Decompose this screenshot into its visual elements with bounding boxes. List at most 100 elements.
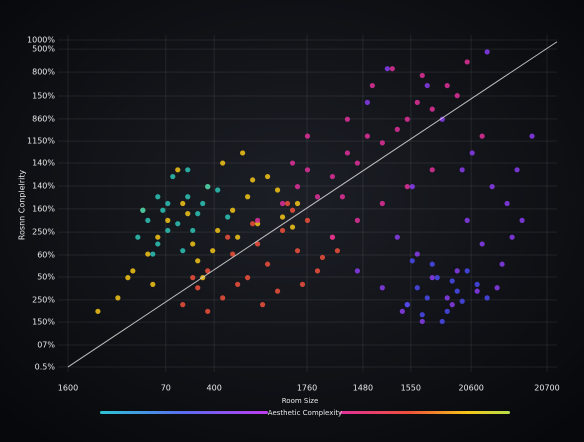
- point: [235, 234, 241, 240]
- point: [170, 173, 176, 180]
- point: [220, 160, 226, 166]
- point: [444, 295, 450, 301]
- point: [225, 214, 231, 220]
- x-tick-label: 1480: [353, 384, 373, 393]
- point: [329, 234, 336, 240]
- point: [419, 318, 425, 325]
- point: [529, 133, 535, 139]
- x-tick-label: 400: [207, 384, 222, 393]
- point: [474, 281, 480, 287]
- point: [479, 241, 485, 247]
- ticks: 1000%500% 800% 150% 860% 1150% 140% 140% 160% 25…: [27, 36, 560, 393]
- point: [474, 288, 480, 294]
- point: [205, 308, 211, 314]
- colorbar-right: [340, 411, 510, 414]
- point: [484, 49, 490, 55]
- point: [519, 217, 525, 223]
- y-tick-label: 150%: [32, 318, 55, 327]
- point: [484, 295, 490, 301]
- point: [464, 217, 470, 223]
- point: [344, 150, 351, 156]
- point: [339, 194, 346, 200]
- point: [195, 285, 201, 291]
- point: [444, 82, 450, 89]
- x-tick-label: 20600: [458, 384, 483, 393]
- point: [384, 66, 390, 72]
- point: [200, 200, 206, 207]
- point: [314, 194, 321, 200]
- point: [409, 258, 415, 264]
- point: [369, 82, 375, 89]
- point: [344, 116, 351, 122]
- point: [454, 288, 460, 294]
- point: [155, 194, 161, 200]
- point: [304, 217, 311, 223]
- point: [145, 251, 151, 257]
- point: [424, 295, 430, 301]
- point: [220, 295, 226, 301]
- point: [414, 285, 420, 291]
- point: [419, 72, 425, 79]
- point: [449, 278, 455, 284]
- point: [215, 227, 221, 234]
- point: [379, 285, 385, 291]
- point: [379, 140, 385, 146]
- point: [379, 200, 385, 207]
- y-tick-label: 140%: [32, 159, 55, 168]
- x-axis-title: Room Size: [282, 397, 319, 405]
- x-tick-label: 1760: [297, 384, 317, 393]
- point: [429, 167, 435, 173]
- point: [215, 187, 221, 193]
- point: [479, 133, 485, 139]
- point: [394, 234, 400, 240]
- point: [289, 160, 296, 166]
- point: [135, 234, 141, 240]
- point: [354, 160, 360, 166]
- point: [489, 184, 495, 190]
- y-tick-label: 60%: [37, 251, 55, 260]
- point: [255, 241, 261, 247]
- point: [175, 167, 181, 173]
- point: [294, 248, 301, 254]
- point: [190, 241, 196, 247]
- point: [274, 187, 281, 193]
- point: [424, 82, 430, 89]
- trend-line: [67, 41, 558, 368]
- y-tick-label: 500%: [32, 45, 55, 54]
- colorbar-label: Aesthetic Complexity: [268, 409, 342, 417]
- points: [67, 41, 558, 368]
- y-tick-label: 250%: [32, 228, 55, 237]
- point: [190, 275, 196, 281]
- point: [255, 217, 261, 223]
- point: [429, 106, 435, 112]
- y-tick-label: 800%: [32, 68, 55, 77]
- y-axis-title: Rosnn Conplelrity: [18, 170, 27, 241]
- point: [414, 99, 420, 105]
- point: [514, 167, 520, 173]
- point: [499, 261, 505, 267]
- point: [409, 184, 415, 190]
- point: [264, 173, 271, 180]
- y-tick-label: 1150%: [27, 137, 55, 146]
- point: [165, 200, 171, 207]
- point: [250, 177, 256, 183]
- point: [205, 184, 211, 190]
- y-tick-label: 0.5%: [35, 362, 56, 371]
- point: [155, 241, 161, 247]
- point: [429, 275, 435, 281]
- point: [230, 251, 236, 257]
- point: [240, 150, 246, 156]
- point: [334, 248, 341, 254]
- y-tick-label: 140%: [32, 181, 55, 190]
- point: [245, 194, 251, 200]
- point: [279, 227, 286, 234]
- point: [235, 281, 241, 287]
- point: [419, 312, 425, 318]
- point: [259, 302, 266, 308]
- point: [279, 200, 286, 207]
- point: [454, 93, 460, 99]
- point: [130, 268, 136, 274]
- point: [289, 207, 296, 213]
- point: [160, 207, 166, 213]
